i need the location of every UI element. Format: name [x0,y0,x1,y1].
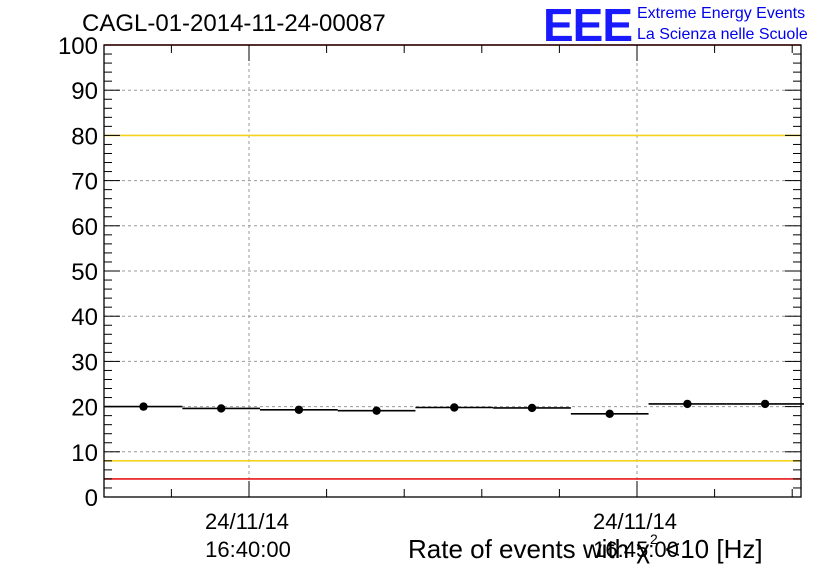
x-tick-date: 24/11/14 [205,509,289,534]
logo-line-1: Extreme Energy Events [637,5,806,22]
x-axis-title: Rate of events with χ2 <10 [Hz] [408,531,763,565]
data-point [372,406,381,415]
chart-title: CAGL-01-2014-11-24-00087 [82,10,386,37]
y-tick-label: 0 [85,485,98,512]
data-point [450,403,459,412]
x-axis-title-sup: 2 [650,531,658,548]
data-point [605,409,614,419]
data-point [139,402,148,411]
y-tick-label: 80 [71,123,98,150]
y-tick-label: 100 [58,33,98,60]
data-point [294,405,304,414]
x-tick-time: 16:45:00 [593,537,679,562]
data-point [760,399,770,409]
y-tick-label: 40 [71,304,98,331]
x-axis-title-suffix: <10 [Hz] [657,534,763,564]
data-point [527,403,537,413]
data-layer [104,399,804,419]
eee-logo-mark: EEE [543,0,633,51]
label-layer: 0 10 20 30 40 50 60 70 80 90 100 24/11/14 16:40:00 24… [58,33,679,562]
y-tick-label: 10 [71,440,98,467]
logo-line-2: La Scienza nelle Scuole [637,26,808,43]
y-tick-label: 30 [71,349,98,376]
x-axis-title-chi: χ [636,534,650,564]
x-tick-date: 24/11/14 [593,509,677,534]
threshold-layer [104,44,801,480]
y-tick-label: 20 [71,395,98,422]
grid-layer [104,45,801,497]
data-point [683,399,692,409]
y-tick-label: 70 [71,169,98,196]
x-axis-title-prefix: Rate of events with [408,534,637,564]
y-tick-label: 90 [71,78,98,105]
data-point [217,404,226,413]
y-tick-label: 60 [71,214,98,241]
y-tick-label: 50 [71,259,98,286]
x-tick-time: 16:40:00 [205,537,291,562]
tick-layer [104,44,801,498]
